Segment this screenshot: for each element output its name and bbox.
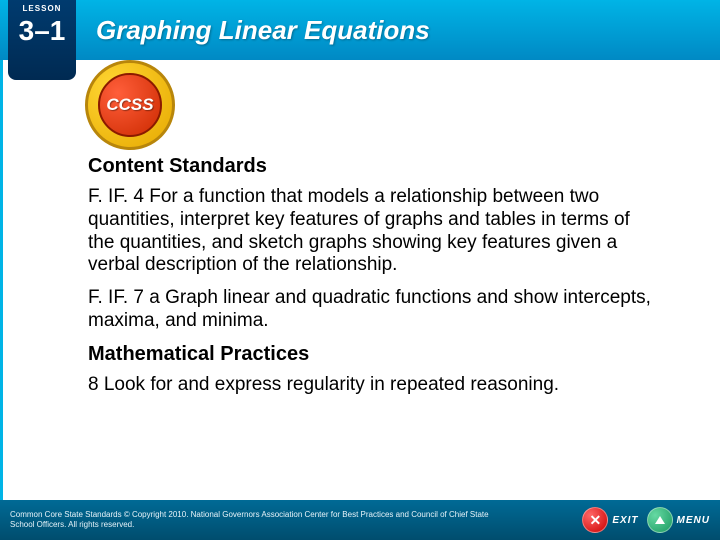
badge-text: CCSS (106, 95, 153, 115)
arrow-up-icon (655, 516, 665, 524)
standard-fif7a: F. IF. 7 a Graph linear and quadratic fu… (88, 287, 660, 333)
slide-header: LESSON 3–1 Graphing Linear Equations (0, 0, 720, 60)
practice-8: 8 Look for and express regularity in rep… (88, 374, 660, 397)
x-icon: ✕ (589, 512, 601, 529)
badge-outer-ring: CCSS (85, 60, 175, 150)
lesson-number: 3–1 (19, 15, 66, 47)
menu-button[interactable]: MENU (647, 507, 710, 533)
page-title: Graphing Linear Equations (96, 15, 430, 46)
left-accent-bar (0, 60, 3, 500)
content-area: Content Standards F. IF. 4 For a functio… (88, 155, 660, 397)
menu-label: MENU (677, 515, 710, 526)
lesson-tab: LESSON 3–1 (8, 0, 76, 80)
standard-fif4: F. IF. 4 For a function that models a re… (88, 186, 660, 277)
math-practices-heading: Mathematical Practices (88, 343, 660, 366)
badge-inner-circle: CCSS (98, 73, 162, 137)
content-standards-heading: Content Standards (88, 155, 660, 178)
exit-label: EXIT (612, 515, 638, 526)
exit-icon: ✕ (582, 507, 608, 533)
lesson-label: LESSON (23, 4, 62, 13)
exit-button[interactable]: ✕ EXIT (582, 507, 638, 533)
ccss-badge: CCSS (85, 60, 175, 150)
copyright-text: Common Core State Standards © Copyright … (10, 510, 490, 529)
menu-icon (647, 507, 673, 533)
slide-footer: Common Core State Standards © Copyright … (0, 500, 720, 540)
footer-nav: ✕ EXIT MENU (582, 507, 710, 533)
